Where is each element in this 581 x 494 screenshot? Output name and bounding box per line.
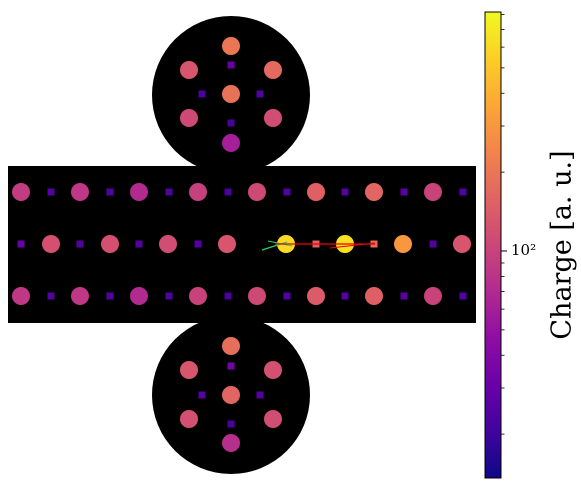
pmt-circle [264, 361, 282, 379]
pmt-square [194, 240, 202, 248]
pmt-circle [222, 434, 240, 452]
pmt-square [459, 188, 467, 196]
pmt-square [283, 292, 291, 300]
pmt-circle [180, 61, 198, 79]
pmt-square [47, 188, 55, 196]
pmt-circle [424, 183, 442, 201]
pmt-circle [222, 386, 240, 404]
pmt-circle [222, 85, 240, 103]
pmt-circle [307, 183, 325, 201]
pmt-circle [42, 235, 60, 253]
pmt-circle [222, 37, 240, 55]
pmt-square [341, 292, 349, 300]
pmt-circle [248, 183, 266, 201]
track-line [329, 242, 376, 249]
pmt-circle [453, 235, 471, 253]
pmt-square [256, 391, 264, 399]
pmt-circle [218, 235, 236, 253]
pmt-square [400, 292, 408, 300]
pmt-circle [71, 287, 89, 305]
pmt-square [227, 61, 235, 69]
pmt-circle [101, 235, 119, 253]
pmt-square [135, 240, 143, 248]
track [261, 240, 376, 251]
pmt-circle [365, 287, 383, 305]
pmt-square [227, 420, 235, 428]
pmt-square [400, 188, 408, 196]
track-line [261, 241, 288, 251]
pmt-circle [71, 183, 89, 201]
pmt-circle [264, 109, 282, 127]
pmt-square [341, 188, 349, 196]
pmt-circle [222, 337, 240, 355]
pmt-square [165, 188, 173, 196]
pmt-circle [264, 61, 282, 79]
pmt-square [227, 119, 235, 127]
pmt-circle [365, 183, 383, 201]
pmt-circle [180, 361, 198, 379]
colorbar-tick-label: 10² [511, 241, 536, 259]
pmt-square [227, 362, 235, 370]
pmt-marks [12, 37, 471, 452]
pmt-circle [180, 109, 198, 127]
pmt-circle [180, 410, 198, 428]
pmt-circle [130, 287, 148, 305]
pmt-square [256, 90, 264, 98]
pmt-square [459, 292, 467, 300]
pmt-circle [424, 287, 442, 305]
pmt-square [224, 292, 232, 300]
colorbar [484, 11, 502, 479]
pmt-square [429, 240, 437, 248]
pmt-circle [130, 183, 148, 201]
pmt-square [17, 240, 25, 248]
pmt-square [165, 292, 173, 300]
pmt-square [224, 188, 232, 196]
pmt-circle [264, 410, 282, 428]
colorbar-label: Charge [a. u.] [547, 150, 578, 339]
pmt-circle [159, 235, 177, 253]
pmt-circle [12, 287, 30, 305]
pmt-square [283, 188, 291, 196]
pmt-square [198, 90, 206, 98]
pmt-circle [222, 134, 240, 152]
pmt-circle [394, 235, 412, 253]
pmt-square [47, 292, 55, 300]
pmt-square [76, 240, 84, 248]
pmt-square [106, 292, 114, 300]
pmt-square [198, 391, 206, 399]
pmt-circle [248, 287, 266, 305]
pmt-circle [12, 183, 30, 201]
colorbar-axis: 10² [501, 13, 536, 435]
pmt-circle [189, 287, 207, 305]
pmt-circle [189, 183, 207, 201]
pmt-circle [307, 287, 325, 305]
pmt-square [106, 188, 114, 196]
